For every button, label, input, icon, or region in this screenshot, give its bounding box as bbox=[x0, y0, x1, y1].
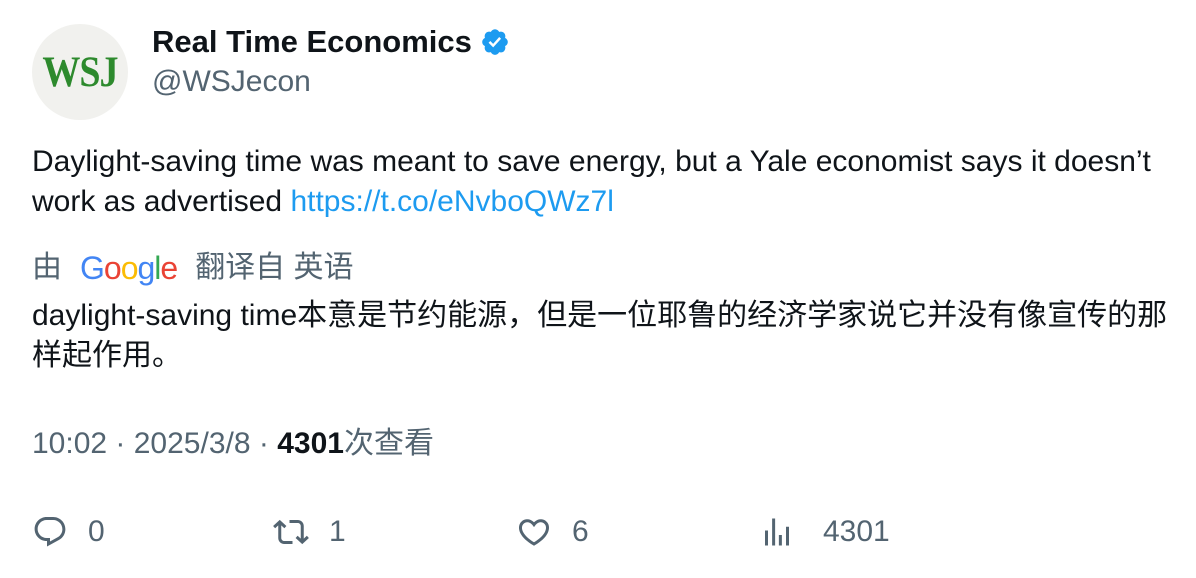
author-name-row: Real Time Economics bbox=[152, 22, 510, 62]
google-logo-letter: l bbox=[154, 250, 161, 286]
author-handle[interactable]: @WSJecon bbox=[152, 65, 311, 98]
google-logo-letter: G bbox=[80, 250, 105, 286]
reply-count: 0 bbox=[88, 515, 105, 548]
views-button[interactable]: 4301 bbox=[759, 510, 890, 554]
verified-badge-icon bbox=[482, 29, 508, 55]
meta-views-count: 4301 bbox=[277, 427, 344, 460]
meta-separator: · bbox=[107, 427, 134, 460]
tweet-date[interactable]: 2025/3/8 bbox=[133, 427, 251, 460]
heart-icon bbox=[518, 519, 550, 546]
tweet-body: Daylight-saving time was meant to save e… bbox=[32, 145, 1151, 218]
google-logo-letter: o bbox=[103, 250, 122, 286]
avatar[interactable]: WSJ bbox=[32, 24, 128, 120]
google-logo-letter: e bbox=[160, 250, 178, 286]
meta-views-label: 次查看 bbox=[343, 427, 434, 460]
google-logo: Google bbox=[80, 248, 178, 288]
tweet-action-bar: 0 1 6 4301 bbox=[32, 510, 1172, 554]
tweet-link[interactable]: https://t.co/eNvboQWz7l bbox=[290, 185, 614, 218]
google-logo-letter: g bbox=[137, 250, 155, 286]
translation-attribution[interactable]: 由 Google 翻译自 英语 bbox=[32, 248, 354, 288]
meta-separator: · bbox=[250, 427, 278, 460]
google-logo-letter: o bbox=[120, 250, 139, 286]
translation-source-language: 翻译自 英语 bbox=[195, 251, 354, 284]
retweet-button[interactable]: 1 bbox=[273, 510, 346, 554]
like-button[interactable]: 6 bbox=[516, 510, 589, 554]
views-count: 4301 bbox=[823, 515, 890, 548]
reply-icon bbox=[34, 517, 66, 547]
retweet-icon bbox=[273, 519, 309, 545]
wsj-logo: WSJ bbox=[42, 47, 118, 97]
tweet-meta: 10:02 · 2025/3/8 · 4301 次查看 bbox=[32, 424, 434, 464]
translated-tweet-text: daylight-saving time本意是节约能源，但是一位耶鲁的经济学家说… bbox=[32, 299, 1168, 372]
tweet-text: Daylight-saving time was meant to save e… bbox=[32, 142, 1162, 222]
author-display-name[interactable]: Real Time Economics bbox=[152, 24, 472, 59]
bar-chart-icon bbox=[765, 518, 789, 546]
like-count: 6 bbox=[572, 515, 589, 548]
reply-button[interactable]: 0 bbox=[32, 510, 105, 554]
translation-prefix: 由 bbox=[32, 251, 62, 284]
tweet-time[interactable]: 10:02 bbox=[32, 427, 108, 460]
retweet-count: 1 bbox=[329, 515, 346, 548]
